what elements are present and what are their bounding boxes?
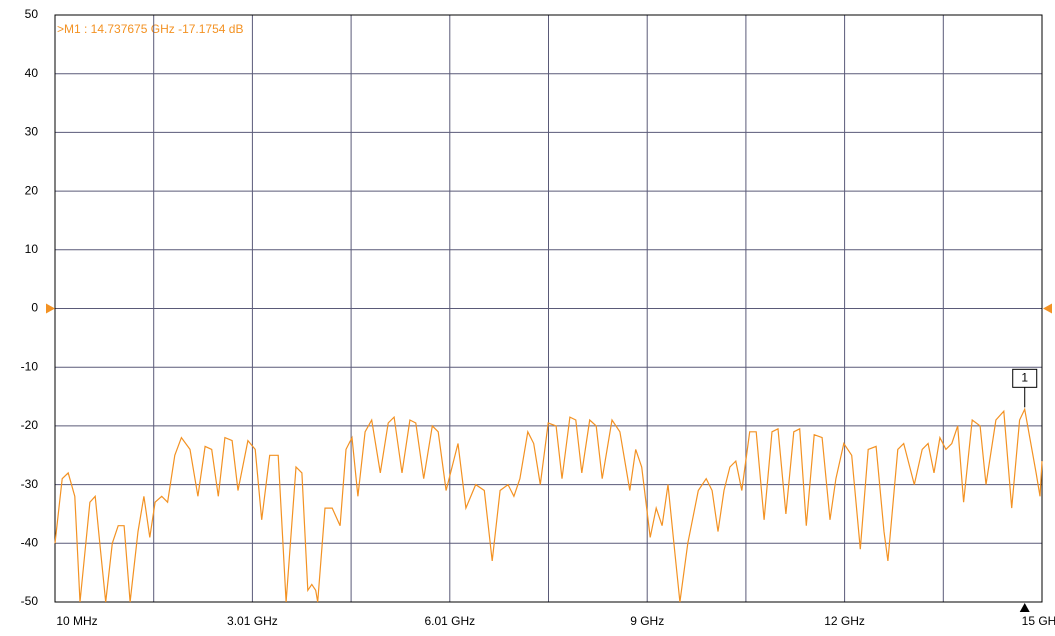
y-tick-label: -50 (21, 594, 39, 608)
y-tick-label: 10 (25, 242, 39, 256)
y-tick-label: -10 (21, 359, 39, 373)
marker-label: 1 (1021, 370, 1028, 384)
reference-arrow (1043, 303, 1052, 314)
y-tick-label: -40 (21, 535, 39, 549)
y-tick-label: 30 (25, 125, 39, 139)
trace (54, 407, 1043, 603)
y-tick-label: -20 (21, 418, 39, 432)
x-tick-label: 3.01 GHz (227, 614, 278, 628)
x-tick-label: 15 GHz (1022, 614, 1055, 628)
x-tick-label: 6.01 GHz (424, 614, 475, 628)
y-tick-label: 40 (25, 66, 39, 80)
marker-box (1012, 368, 1038, 388)
y-tick-label: 20 (25, 183, 39, 197)
y-tick-label: -30 (21, 477, 39, 491)
y-tick-label: 50 (25, 7, 39, 21)
marker-indicator (1019, 603, 1030, 612)
x-tick-label: 9 GHz (630, 614, 664, 628)
x-tick-label: 12 GHz (824, 614, 865, 628)
reference-arrow (46, 303, 55, 314)
marker-annotation: >M1 : 14.737675 GHz -17.1754 dB (57, 22, 243, 36)
x-tick-label: 10 MHz (56, 614, 97, 628)
y-tick-label: 0 (31, 301, 38, 315)
